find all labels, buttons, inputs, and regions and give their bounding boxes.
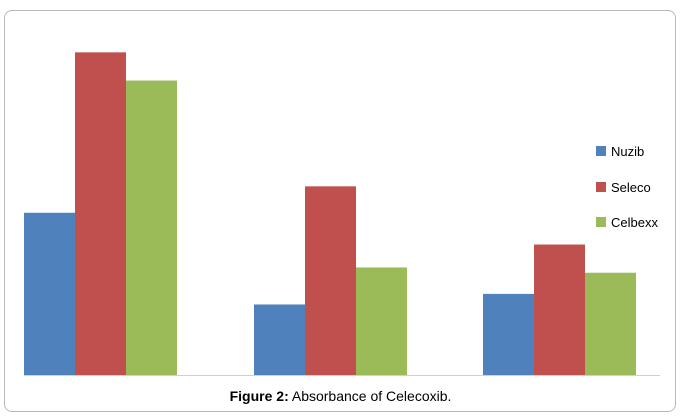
caption-text: Absorbance of Celecoxib. [288,388,452,404]
legend-label-seleco: Seleco [611,180,651,195]
bar-seleco-3 [534,244,585,375]
bar-seleco-2 [305,186,356,375]
bar-nuzib-3 [483,293,534,375]
bar-nuzib-1 [24,212,75,375]
legend-swatch-nuzib [596,146,606,156]
legend: Nuzib Seleco Celbexx [596,144,658,230]
legend-swatch-celbexx [596,217,606,227]
bar-celbexx-3 [585,272,636,375]
figure-caption: Figure 2: Absorbance of Celecoxib. [0,388,681,404]
legend-label-celbexx: Celbexx [611,215,658,230]
bar-seleco-1 [75,52,126,376]
bars-group [24,52,636,376]
legend-label-nuzib: Nuzib [611,144,644,159]
bar-celbexx-2 [356,267,407,375]
caption-label: Figure 2: [229,388,289,404]
bar-celbexx-1 [126,80,177,375]
legend-swatch-seleco [596,182,606,192]
bar-nuzib-2 [254,304,305,375]
